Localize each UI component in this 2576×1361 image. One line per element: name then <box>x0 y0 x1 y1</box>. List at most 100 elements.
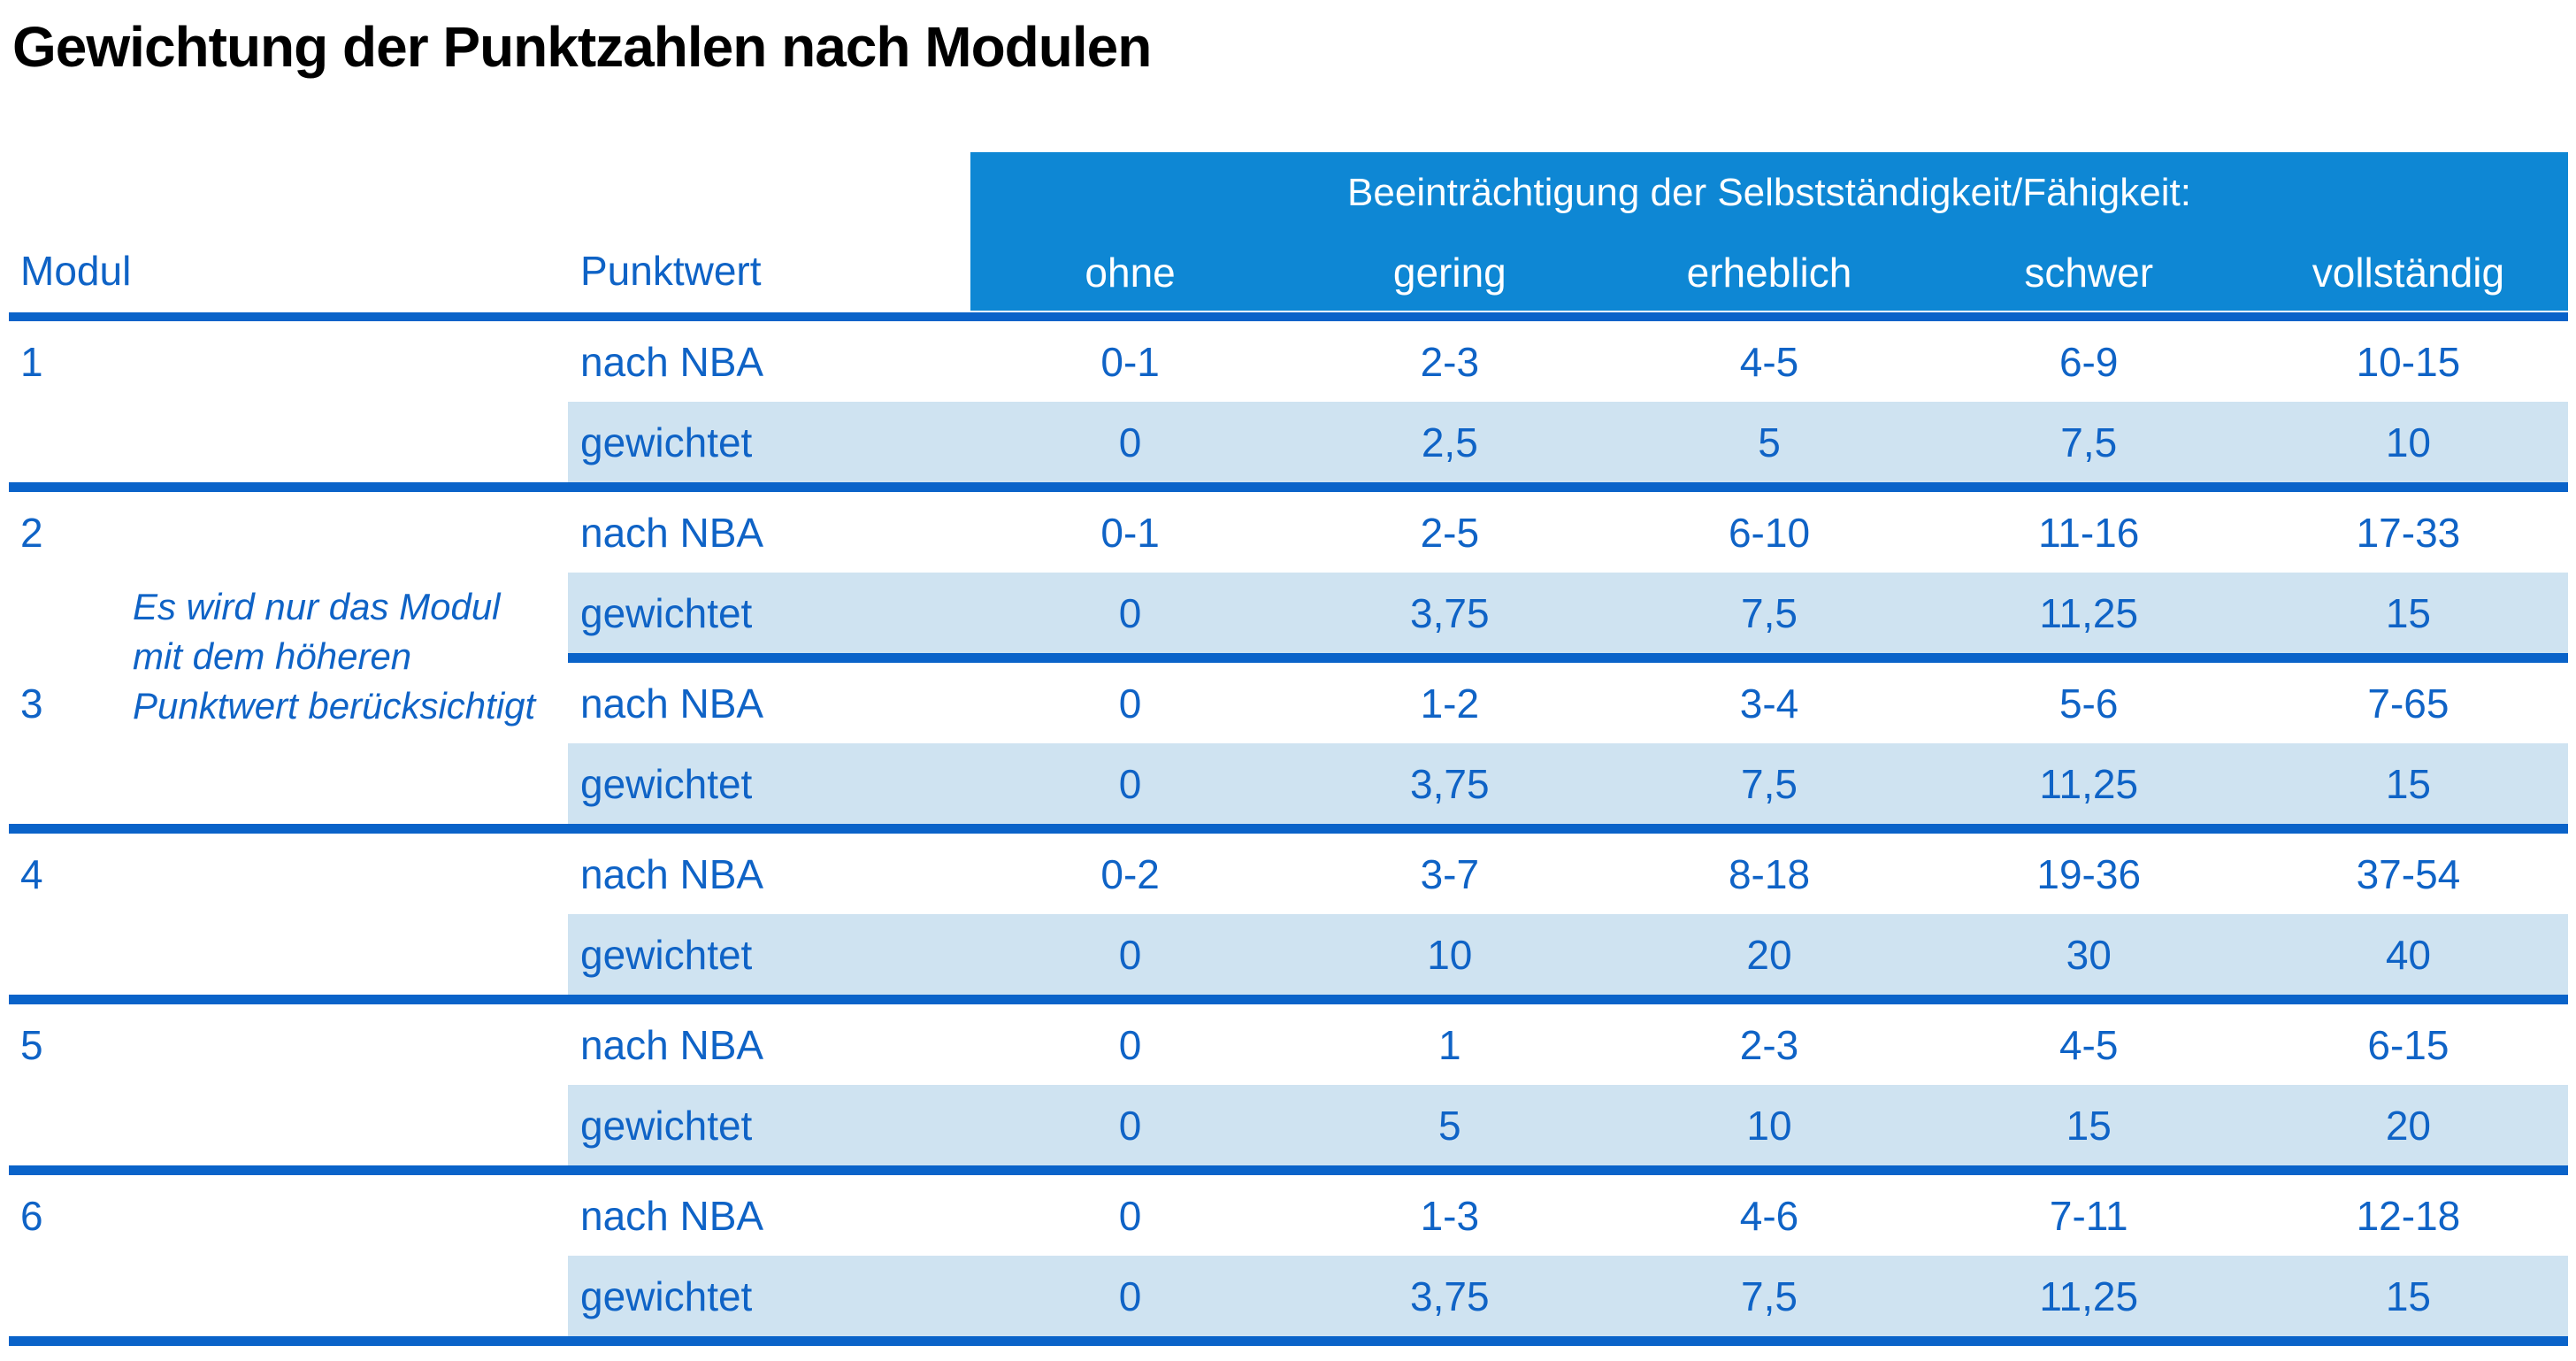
spacer-cell <box>0 743 568 824</box>
value-cell: 1 <box>1438 1021 1461 1068</box>
value-cell: 7,5 <box>1609 743 1929 824</box>
row-label-nba: nach NBA <box>580 1021 764 1068</box>
value-cell: 15 <box>2248 1256 2569 1336</box>
value-cell: 7,5 <box>1928 402 2249 482</box>
value-cell: 0 <box>970 1256 1291 1336</box>
module-3-weighted-row: gewichtet 0 3,75 7,5 11,25 15 <box>0 743 2569 824</box>
value-cell: 11-16 <box>2038 509 2140 556</box>
note-text: Es wird nur das Modul mit dem höheren Pu… <box>133 586 536 727</box>
row-label-weighted: gewichtet <box>568 743 970 824</box>
row-label-weighted: gewichtet <box>568 402 970 482</box>
value-cell: 0-2 <box>1100 850 1160 897</box>
value-cell: 19-36 <box>2036 850 2142 897</box>
row-label-weighted: gewichtet <box>568 1256 970 1336</box>
module-4-nba-row: 4 nach NBA 0-2 3-7 8-18 19-36 37-54 <box>0 834 2568 914</box>
value-cell: 10-15 <box>2356 338 2461 385</box>
value-cell: 0 <box>1118 1192 1142 1239</box>
level-header-row: ohne gering erheblich schwer vollständig <box>970 234 2568 311</box>
group-separator <box>9 995 2568 1004</box>
column-header-punktwert: Punktwert <box>580 248 762 294</box>
value-cell: 11,25 <box>1928 743 2249 824</box>
module-6-nba-row: 6 nach NBA 0 1-3 4-6 7-11 12-18 <box>0 1175 2568 1256</box>
module-number: 5 <box>20 1021 43 1068</box>
module-number: 6 <box>20 1192 43 1239</box>
value-cell: 4-5 <box>2058 1021 2119 1068</box>
impairment-header-box: Beeinträchtigung der Selbstständigkeit/F… <box>970 152 2568 311</box>
module-number: 2 <box>20 509 43 556</box>
column-header-vollstaendig: vollständig <box>2312 249 2505 296</box>
column-header-modul: Modul <box>20 248 132 294</box>
module-number: 3 <box>20 680 43 727</box>
value-cell: 0 <box>970 573 1291 653</box>
spacer-cell <box>0 1085 568 1165</box>
row-label-nba: nach NBA <box>580 338 764 385</box>
value-cell: 2-3 <box>1739 1021 1799 1068</box>
spacer-cell <box>0 402 568 482</box>
row-label-nba: nach NBA <box>580 1192 764 1239</box>
module-1-nba-row: 1 nach NBA 0-1 2-3 4-5 6-9 10-15 <box>0 321 2568 402</box>
group-separator <box>9 824 2568 834</box>
value-cell: 2-5 <box>1420 509 1480 556</box>
value-cell: 0 <box>970 914 1291 995</box>
value-cell: 15 <box>1928 1085 2249 1165</box>
value-cell: 20 <box>2248 1085 2569 1165</box>
group-separator <box>9 1336 2568 1346</box>
value-cell: 10 <box>1290 914 1610 995</box>
column-header-schwer: schwer <box>2024 249 2154 296</box>
value-cell: 6-9 <box>2058 338 2119 385</box>
value-cell: 0-1 <box>1100 509 1160 556</box>
value-cell: 0 <box>970 402 1291 482</box>
value-cell: 7-11 <box>2049 1192 2128 1239</box>
value-cell: 10 <box>2248 402 2569 482</box>
row-label-nba: nach NBA <box>580 850 764 897</box>
module-3-nba-row: 3 nach NBA 0 1-2 3-4 5-6 7-65 <box>0 663 2568 743</box>
impairment-header-title: Beeinträchtigung der Selbstständigkeit/F… <box>1347 171 2191 214</box>
module-4-weighted-row: gewichtet 0 10 20 30 40 <box>0 914 2569 995</box>
value-cell: 7,5 <box>1609 573 1929 653</box>
module-number: 1 <box>20 338 43 385</box>
row-label-nba: nach NBA <box>580 680 764 727</box>
page-title: Gewichtung der Punktzahlen nach Modulen <box>12 15 1152 79</box>
value-cell: 3,75 <box>1290 743 1610 824</box>
value-cell: 30 <box>1928 914 2249 995</box>
value-cell: 3,75 <box>1290 1256 1610 1336</box>
spacer-cell <box>0 1256 568 1336</box>
value-cell: 1-3 <box>1420 1192 1480 1239</box>
value-cell: 0 <box>970 743 1291 824</box>
column-header-gering: gering <box>1392 249 1506 296</box>
value-cell: 15 <box>2248 573 2569 653</box>
value-cell: 11,25 <box>1928 1256 2249 1336</box>
value-cell: 15 <box>2248 743 2569 824</box>
value-cell: 37-54 <box>2356 850 2461 897</box>
group-separator <box>9 482 2568 492</box>
module-2-nba-row: 2 nach NBA 0-1 2-5 6-10 11-16 17-33 <box>0 492 2568 573</box>
column-header-erheblich: erheblich <box>1686 249 1852 296</box>
value-cell: 3-7 <box>1420 850 1480 897</box>
value-cell: 11,25 <box>1928 573 2249 653</box>
value-cell: 5 <box>1609 402 1929 482</box>
group-separator <box>9 1165 2568 1175</box>
value-cell: 0 <box>970 1085 1291 1165</box>
column-header-ohne: ohne <box>1085 249 1176 296</box>
module-5-nba-row: 5 nach NBA 0 1 2-3 4-5 6-15 <box>0 1004 2568 1085</box>
table-body: 1 nach NBA 0-1 2-3 4-5 6-9 10-15 gewicht… <box>0 321 2569 1346</box>
row-label-weighted: gewichtet <box>568 1085 970 1165</box>
module-2-weighted-row: gewichtet 0 3,75 7,5 11,25 15 <box>0 573 2569 653</box>
value-cell: 2-3 <box>1420 338 1480 385</box>
row-label-weighted: gewichtet <box>568 914 970 995</box>
group-separator-partial <box>568 653 2568 663</box>
value-cell: 17-33 <box>2356 509 2461 556</box>
value-cell: 10 <box>1609 1085 1929 1165</box>
value-cell: 0 <box>1118 1021 1142 1068</box>
module-6-weighted-row: gewichtet 0 3,75 7,5 11,25 15 <box>0 1256 2569 1336</box>
value-cell: 3,75 <box>1290 573 1610 653</box>
value-cell: 4-5 <box>1739 338 1799 385</box>
value-cell: 0-1 <box>1100 338 1160 385</box>
value-cell: 4-6 <box>1739 1192 1799 1239</box>
value-cell: 7-65 <box>2367 680 2450 727</box>
value-cell: 8-18 <box>1728 850 1811 897</box>
value-cell: 3-4 <box>1739 680 1799 727</box>
value-cell: 5 <box>1290 1085 1610 1165</box>
value-cell: 40 <box>2248 914 2569 995</box>
